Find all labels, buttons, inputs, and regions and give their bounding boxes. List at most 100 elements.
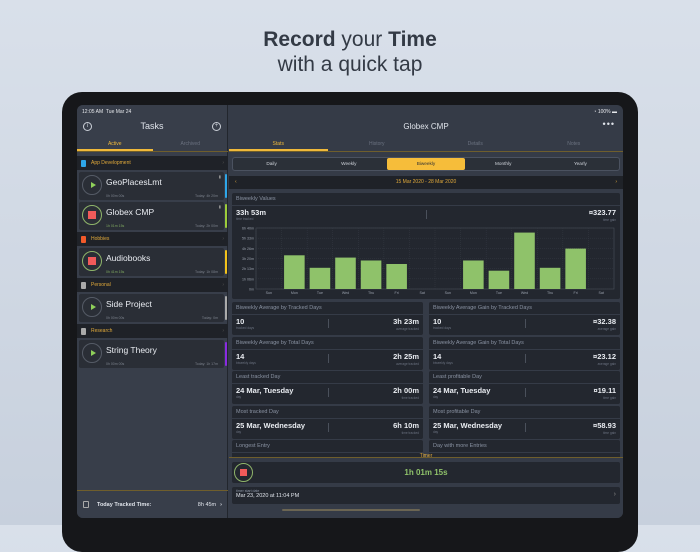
stat-left-label: day	[433, 429, 439, 434]
stop-button[interactable]	[82, 251, 102, 271]
category-header[interactable]: Hobbies ›	[77, 232, 228, 246]
bar	[335, 257, 356, 289]
period-selector: Daily Weekly Biweekly Monthly Yearly	[232, 157, 620, 171]
stat-left-value: 24 Mar, Tuesday	[433, 386, 491, 395]
period-biweekly[interactable]: Biweekly	[387, 158, 465, 170]
stat-title: Biweekly Average by Total Days	[232, 337, 423, 350]
date-range-bar: ‹ 15 Mar 2020 - 28 Mar 2020 ›	[229, 176, 623, 189]
category-name: Research	[91, 328, 113, 334]
play-button[interactable]	[82, 297, 102, 317]
timer-label: Timer	[419, 453, 433, 459]
task-item[interactable]: GeoPlacesLmt ▮ 0h 00m 00s Today: 4h 20m	[79, 172, 227, 200]
task-item[interactable]: Side Project 0h 00m 00s Today: 0m	[79, 294, 227, 322]
task-item[interactable]: String Theory 0h 00m 00s Today: 1h 17m	[79, 340, 227, 368]
tab-active[interactable]: Active	[77, 139, 153, 151]
play-button[interactable]	[82, 343, 102, 363]
stat-card: Biweekly Average Gain by Total Days 14 bi…	[429, 336, 620, 370]
category-header[interactable]: Personal ›	[77, 278, 228, 292]
period-yearly[interactable]: Yearly	[573, 161, 587, 166]
stat-card: Biweekly Average Gain by Tracked Days 10…	[429, 302, 620, 335]
stat-row: 24 Mar, Tuesday day 2h 00m time tracked	[232, 384, 423, 404]
stat-right-value: ¤23.12	[593, 351, 616, 361]
x-tick-label: Thu	[368, 291, 374, 295]
x-tick-label: Mon	[291, 291, 298, 295]
more-icon[interactable]: •••	[602, 119, 615, 129]
card-title: Biweekly Values	[232, 193, 620, 206]
prev-period-icon[interactable]: ‹	[235, 179, 237, 185]
y-tick-label: 1h 06m	[242, 277, 254, 281]
main-panel: ◔ 100% ▬ Globex CMP ••• Stats History De…	[229, 105, 623, 518]
category-name: Hobbies	[91, 236, 110, 242]
timer-card: 1h 01m 15s	[232, 462, 620, 483]
task-color-bar	[225, 174, 227, 198]
divider	[524, 353, 526, 363]
tab-details[interactable]: Details	[467, 141, 483, 147]
add-task-icon[interactable]: +	[212, 122, 221, 131]
stop-button[interactable]	[82, 205, 102, 225]
today-tracked-footer[interactable]: Today Tracked Time: 8h 45m ›	[77, 490, 228, 518]
task-today: Today: 1h 17m	[195, 362, 218, 366]
stat-right-value: 2h 00m	[393, 386, 419, 395]
timer-start-date-row[interactable]: timer start date Mar 23, 2020 at 11:04 P…	[232, 487, 620, 504]
task-color-bar	[225, 250, 227, 274]
stat-right-value: ¤58.93	[593, 420, 616, 430]
task-item[interactable]: Audiobooks 0h 41m 15s Today: 1h 08m	[79, 248, 227, 276]
stat-right-value: 2h 25m	[393, 351, 419, 361]
stat-left-label: day	[433, 395, 439, 399]
stat-left-value: 10	[236, 317, 245, 326]
divider	[327, 422, 329, 432]
start-date-value: Mar 23, 2020 at 11:04 PM	[236, 493, 300, 499]
chevron-right-icon: ›	[222, 236, 224, 242]
stat-right-label: average gain	[597, 361, 616, 366]
period-weekly[interactable]: Weekly	[341, 161, 357, 166]
chevron-right-icon: ›	[222, 160, 224, 166]
category-header[interactable]: Research ›	[77, 324, 228, 338]
task-name: GeoPlacesLmt	[106, 177, 162, 187]
period-monthly[interactable]: Monthly	[495, 161, 512, 166]
chevron-right-icon: ›	[613, 491, 616, 498]
stat-left-value: 25 Mar, Wednesday	[236, 420, 306, 430]
stat-title: Biweekly Average by Tracked Days	[232, 302, 423, 315]
divider	[327, 319, 329, 328]
divider	[327, 388, 329, 397]
stat-left-value: 10	[433, 317, 442, 326]
stat-card: Most profitable Day 25 Mar, Wednesday day…	[429, 405, 620, 439]
stat-left-value: 24 Mar, Tuesday	[236, 386, 294, 395]
stat-card: Most tracked Day 25 Mar, Wednesday day 6h …	[232, 405, 423, 439]
stat-left-label: day	[236, 429, 242, 434]
task-color-bar	[225, 296, 227, 320]
time-gain-label: time gain	[603, 218, 616, 222]
category-name: Personal	[91, 282, 111, 288]
play-button[interactable]	[82, 175, 102, 195]
tab-history[interactable]: History	[368, 141, 385, 147]
stat-left-label: tracked days	[433, 326, 452, 330]
task-item[interactable]: Globex CMP ▮ 1h 01m 15s Today: 2h 00m	[79, 202, 227, 230]
time-gain-value: ¤323.77	[588, 208, 616, 217]
x-tick-label: Wed	[342, 291, 349, 295]
tab-notes[interactable]: Notes	[567, 141, 581, 147]
category-color	[81, 327, 86, 335]
divider	[426, 210, 427, 219]
sidebar-title: Tasks	[140, 121, 164, 131]
x-tick-label: Mon	[470, 291, 477, 295]
bar	[309, 267, 331, 289]
category-header[interactable]: App Development ›	[77, 156, 228, 170]
bar	[360, 260, 382, 289]
chevron-right-icon: ›	[222, 328, 224, 334]
tab-archived[interactable]: Archived	[180, 141, 200, 147]
stat-right-label: average tracked	[396, 361, 419, 366]
date-range: 15 Mar 2020 - 28 Mar 2020	[395, 179, 457, 185]
time-tracked-label: time tracked	[236, 217, 254, 221]
x-tick-label: Tue	[496, 291, 502, 295]
tab-stats[interactable]: Stats	[229, 139, 328, 151]
next-period-icon[interactable]: ›	[615, 179, 617, 185]
x-tick-label: Thu	[547, 291, 553, 295]
period-daily[interactable]: Daily	[266, 161, 277, 166]
stat-row: 25 Mar, Wednesday day ¤58.93 time gain	[429, 419, 620, 439]
x-tick-label: Fri	[395, 291, 399, 295]
stop-button[interactable]	[234, 463, 253, 482]
info-icon[interactable]: i	[83, 122, 92, 131]
values-row: 33h 53m time tracked ¤323.77 time gain	[232, 206, 620, 226]
x-tick-label: Sun	[266, 291, 272, 295]
task-title: Globex CMP	[403, 122, 449, 131]
